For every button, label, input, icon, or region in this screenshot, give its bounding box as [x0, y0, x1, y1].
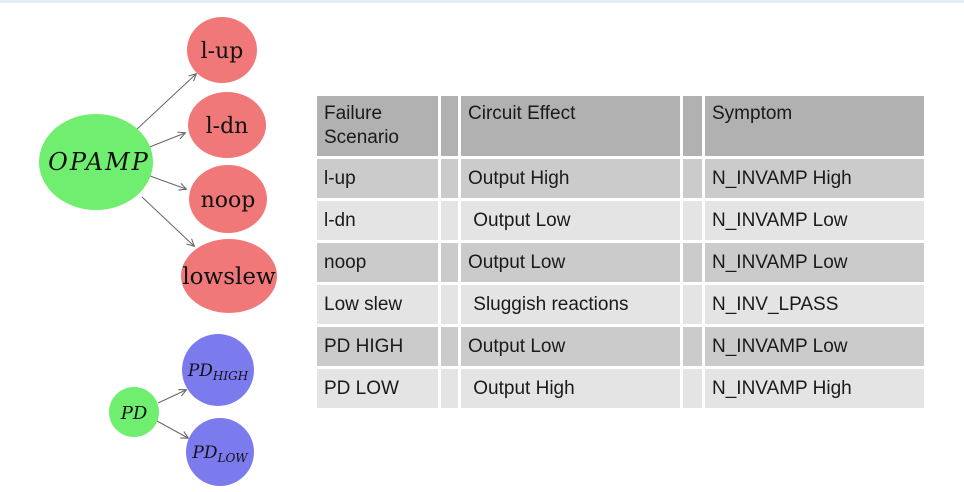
- header-failure-scenario: Failure Scenario: [314, 93, 441, 159]
- node-ldn-label: l-dn: [206, 114, 249, 139]
- cell-spacer: [680, 324, 705, 369]
- node-ldn-shape: [188, 92, 266, 158]
- cell-spacer: [680, 282, 705, 327]
- cell-symptom: N_INVAMP Low: [702, 198, 927, 243]
- node-pd-high-base: PD: [187, 361, 213, 381]
- table-row: l-dn Output Low N_INVAMP Low: [314, 198, 927, 243]
- cell-spacer: [438, 324, 461, 369]
- failure-scenario-table: Failure Scenario Circuit Effect Symptom …: [314, 93, 927, 411]
- cell-scenario: l-up: [314, 156, 441, 201]
- cell-spacer: [680, 156, 705, 201]
- node-lup-label: l-up: [201, 39, 244, 64]
- cell-spacer: [438, 282, 461, 327]
- edge-pd-pdhigh: [157, 390, 186, 404]
- node-lowslew-shape: [181, 239, 277, 313]
- node-pd-high-sub: HIGH: [212, 369, 249, 383]
- cell-symptom: N_INVAMP High: [702, 366, 927, 411]
- header-spacer-1: [438, 93, 461, 159]
- cell-scenario: l-dn: [314, 198, 441, 243]
- table-header-row: Failure Scenario Circuit Effect Symptom: [314, 93, 927, 159]
- cell-scenario: PD HIGH: [314, 324, 441, 369]
- table-row: Low slew Sluggish reactions N_INV_LPASS: [314, 282, 927, 327]
- node-noop-shape: [189, 165, 267, 233]
- edge-opamp-noop: [149, 175, 186, 189]
- node-pd-low-shape: [186, 418, 254, 486]
- node-pd-low-base: PD: [191, 443, 217, 463]
- node-lowslew: lowslew: [181, 239, 277, 313]
- cell-spacer: [680, 240, 705, 285]
- cell-effect: Output Low: [458, 198, 683, 243]
- cell-symptom: N_INVAMP Low: [702, 324, 927, 369]
- edge-opamp-ldn: [146, 133, 185, 149]
- node-pd-high-label: PDHIGH: [187, 361, 249, 383]
- header-spacer-2: [680, 93, 705, 159]
- cell-symptom: N_INV_LPASS: [702, 282, 927, 327]
- cell-spacer: [438, 198, 461, 243]
- cell-scenario: Low slew: [314, 282, 441, 327]
- cell-spacer: [438, 156, 461, 201]
- cell-spacer: [680, 366, 705, 411]
- header-symptom: Symptom: [702, 93, 927, 159]
- node-noop: noop: [189, 165, 267, 233]
- node-opamp-shape: [39, 114, 153, 210]
- node-pd-low: PDLOW: [186, 418, 254, 486]
- node-opamp-label: OPAMP: [48, 148, 150, 176]
- node-pd-low-label: PDLOW: [191, 443, 249, 465]
- node-lup: l-up: [187, 17, 257, 83]
- cell-effect: Output High: [458, 156, 683, 201]
- cell-symptom: N_INVAMP Low: [702, 240, 927, 285]
- cell-effect: Output Low: [458, 324, 683, 369]
- cell-scenario: noop: [314, 240, 441, 285]
- node-pd-label: PD: [120, 403, 148, 424]
- edge-opamp-lowslew: [141, 196, 194, 246]
- node-opamp: OPAMP: [39, 114, 153, 210]
- node-lowslew-label: lowslew: [182, 264, 276, 290]
- node-pd-low-sub: LOW: [216, 451, 249, 465]
- top-accent-strip: [0, 0, 964, 3]
- cell-spacer: [438, 366, 461, 411]
- node-noop-label: noop: [201, 188, 256, 213]
- cell-scenario: PD LOW: [314, 366, 441, 411]
- node-pd-high-shape: [182, 334, 254, 406]
- edge-opamp-lup: [135, 74, 196, 131]
- cell-effect: Sluggish reactions: [458, 282, 683, 327]
- cell-effect: Output High: [458, 366, 683, 411]
- node-pd: PD: [109, 387, 159, 437]
- table-row: l-up Output High N_INVAMP High: [314, 156, 927, 201]
- cell-effect: Output Low: [458, 240, 683, 285]
- node-ldn: l-dn: [188, 92, 266, 158]
- node-lup-shape: [187, 17, 257, 83]
- fault-tree-diagram: OPAMP l-up l-dn noop lowslew PD PDHIGH: [39, 17, 277, 486]
- node-pd-shape: [109, 387, 159, 437]
- table-row: PD LOW Output High N_INVAMP High: [314, 366, 927, 411]
- cell-symptom: N_INVAMP High: [702, 156, 927, 201]
- table-row: PD HIGH Output Low N_INVAMP Low: [314, 324, 927, 369]
- edge-pd-pdlow: [156, 420, 188, 438]
- header-circuit-effect: Circuit Effect: [458, 93, 683, 159]
- node-pd-high: PDHIGH: [182, 334, 254, 406]
- cell-spacer: [680, 198, 705, 243]
- table-row: noop Output Low N_INVAMP Low: [314, 240, 927, 285]
- diagram-edges: [135, 74, 196, 438]
- cell-spacer: [438, 240, 461, 285]
